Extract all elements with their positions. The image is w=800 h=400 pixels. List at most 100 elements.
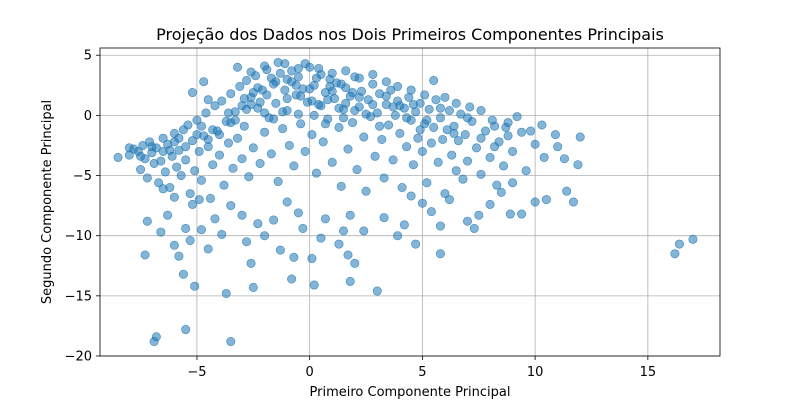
data-point: [426, 207, 436, 217]
data-point: [573, 160, 583, 170]
data-point: [140, 250, 150, 260]
data-point: [334, 122, 344, 132]
data-point: [433, 157, 443, 167]
data-point: [224, 108, 234, 118]
data-point: [190, 281, 200, 291]
data-point: [393, 231, 403, 241]
data-point: [384, 120, 394, 130]
data-point: [199, 77, 209, 87]
data-point: [395, 128, 405, 138]
data-point: [136, 151, 146, 161]
data-point: [368, 79, 378, 89]
data-point: [462, 113, 472, 123]
data-point: [499, 161, 509, 171]
data-point: [169, 240, 179, 250]
data-point: [203, 244, 213, 254]
data-point: [314, 63, 324, 73]
data-point: [203, 95, 213, 105]
data-point: [253, 83, 263, 93]
data-point: [154, 178, 164, 188]
data-point: [210, 214, 220, 224]
data-point: [142, 216, 152, 226]
scatter-points: [113, 57, 698, 347]
data-point: [260, 127, 270, 137]
data-point: [406, 191, 416, 201]
data-point: [203, 134, 213, 144]
data-point: [275, 245, 285, 255]
data-point: [192, 130, 202, 140]
data-point: [375, 121, 385, 131]
data-point: [221, 288, 231, 298]
data-point: [345, 210, 355, 220]
data-point: [196, 175, 206, 185]
data-point: [214, 150, 224, 160]
data-point: [411, 239, 421, 249]
data-point: [260, 108, 270, 118]
data-point: [517, 127, 527, 137]
data-point: [320, 119, 330, 129]
data-point: [287, 66, 297, 76]
data-point: [208, 160, 218, 170]
data-point: [323, 95, 333, 105]
data-point: [217, 96, 227, 106]
data-point: [309, 110, 319, 120]
data-point: [517, 209, 527, 219]
data-point: [395, 101, 405, 111]
y-tick-label: −20: [65, 350, 92, 365]
data-point: [370, 151, 380, 161]
data-point: [194, 195, 204, 205]
data-point: [402, 113, 412, 123]
data-point: [530, 197, 540, 207]
data-point: [688, 234, 698, 244]
data-point: [562, 186, 572, 196]
data-point: [490, 142, 500, 152]
data-point: [176, 171, 186, 181]
x-tick-label: 15: [640, 365, 657, 380]
data-point: [354, 73, 364, 83]
data-point: [226, 201, 236, 211]
data-point: [178, 269, 188, 279]
data-point: [440, 189, 450, 199]
axis-ticks: −5 0 5 10 15 −20 −15 −10 −5 0 5: [65, 49, 657, 380]
data-point: [345, 276, 355, 286]
data-point: [348, 118, 358, 128]
data-point: [474, 210, 484, 220]
data-point: [435, 249, 445, 259]
data-point: [196, 225, 206, 235]
data-point: [460, 130, 470, 140]
data-point: [417, 146, 427, 156]
data-point: [174, 251, 184, 261]
data-point: [291, 80, 301, 90]
data-point: [181, 223, 191, 233]
data-point: [487, 115, 497, 125]
data-point: [415, 125, 425, 135]
data-point: [293, 109, 303, 119]
data-point: [293, 208, 303, 218]
data-point: [359, 132, 369, 142]
data-point: [192, 115, 202, 125]
data-point: [530, 139, 540, 149]
data-point: [307, 130, 317, 140]
data-point: [151, 332, 161, 342]
data-point: [444, 106, 454, 116]
data-point: [492, 180, 502, 190]
data-point: [447, 150, 457, 160]
data-point: [670, 249, 680, 259]
data-point: [160, 167, 170, 177]
data-point: [361, 186, 371, 196]
data-point: [381, 77, 391, 87]
data-point: [397, 183, 407, 193]
data-point: [228, 163, 238, 173]
data-point: [255, 97, 265, 107]
data-point: [420, 90, 430, 100]
data-point: [181, 155, 191, 165]
x-tick-label: 0: [306, 365, 314, 380]
data-point: [462, 216, 472, 226]
data-point: [242, 237, 252, 247]
data-point: [359, 226, 369, 236]
data-point: [309, 280, 319, 290]
data-point: [553, 142, 563, 152]
data-point: [185, 189, 195, 199]
data-point: [429, 122, 439, 132]
data-point: [472, 143, 482, 153]
